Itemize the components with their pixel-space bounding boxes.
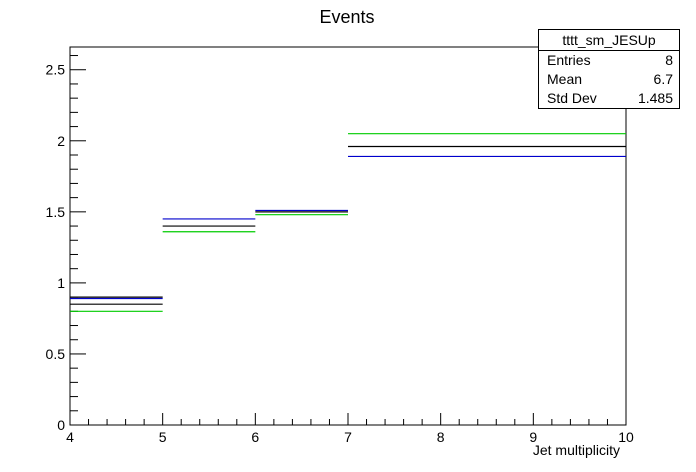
stats-label: Entries (547, 52, 591, 68)
stats-title: tttt_sm_JESUp (539, 30, 679, 51)
y-tick-label: 1.5 (46, 204, 66, 220)
axis-ticks: 4 5 6 7 8 9 10 0 0.5 1 1.5 2 2.5 (46, 55, 634, 445)
x-tick-label: 9 (529, 429, 537, 445)
x-axis-label: Jet multiplicity (533, 442, 620, 458)
x-tick-label: 4 (66, 429, 74, 445)
y-tick-label: 0 (57, 417, 65, 433)
histogram-bins (70, 133, 626, 312)
chart-title: Events (319, 7, 374, 27)
stats-label: Std Dev (547, 90, 597, 106)
x-tick-label: 8 (437, 429, 445, 445)
stats-row-mean: Mean 6.7 (539, 70, 679, 89)
stats-row-entries: Entries 8 (539, 51, 679, 70)
y-tick-label: 0.5 (46, 346, 66, 362)
y-tick-label: 2 (57, 133, 65, 149)
x-tick-label: 10 (618, 429, 634, 445)
stats-value: 6.7 (653, 71, 673, 87)
x-tick-label: 6 (251, 429, 259, 445)
y-tick-label: 2.5 (46, 62, 66, 78)
x-tick-label: 7 (344, 429, 352, 445)
x-tick-label: 5 (159, 429, 167, 445)
stats-row-stddev: Std Dev 1.485 (539, 89, 679, 108)
stats-label: Mean (547, 71, 583, 87)
stats-box: tttt_sm_JESUp Entries 8 Mean 6.7 Std Dev… (538, 29, 680, 109)
stats-value: 8 (665, 52, 673, 68)
stats-value: 1.485 (637, 90, 673, 106)
y-tick-label: 1 (57, 275, 65, 291)
